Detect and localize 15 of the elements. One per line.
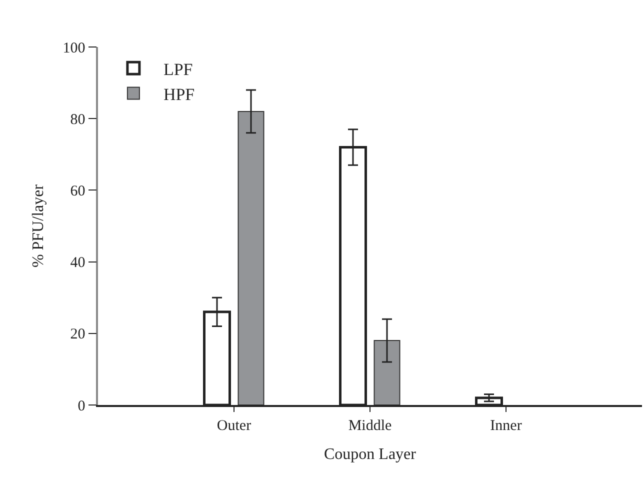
legend-label: LPF [163, 60, 193, 79]
x-tick-label: Inner [490, 418, 522, 434]
bar [238, 110, 264, 405]
x-tick-label: Middle [348, 418, 392, 434]
y-tick-label: 0 [78, 398, 86, 414]
bar [374, 340, 400, 405]
y-tick-label: 80 [70, 112, 86, 128]
x-tick-label: Outer [216, 418, 252, 434]
y-tick-label: 40 [70, 255, 86, 272]
y-axis-title: % PFU/layer [30, 184, 48, 268]
x-axis-title: Coupon Layer [324, 446, 417, 463]
y-tick-label: 60 [70, 183, 86, 200]
y-tick-label: 100 [62, 40, 86, 56]
y-tick-label: 20 [70, 326, 86, 343]
legend-label: HPF [163, 84, 195, 104]
